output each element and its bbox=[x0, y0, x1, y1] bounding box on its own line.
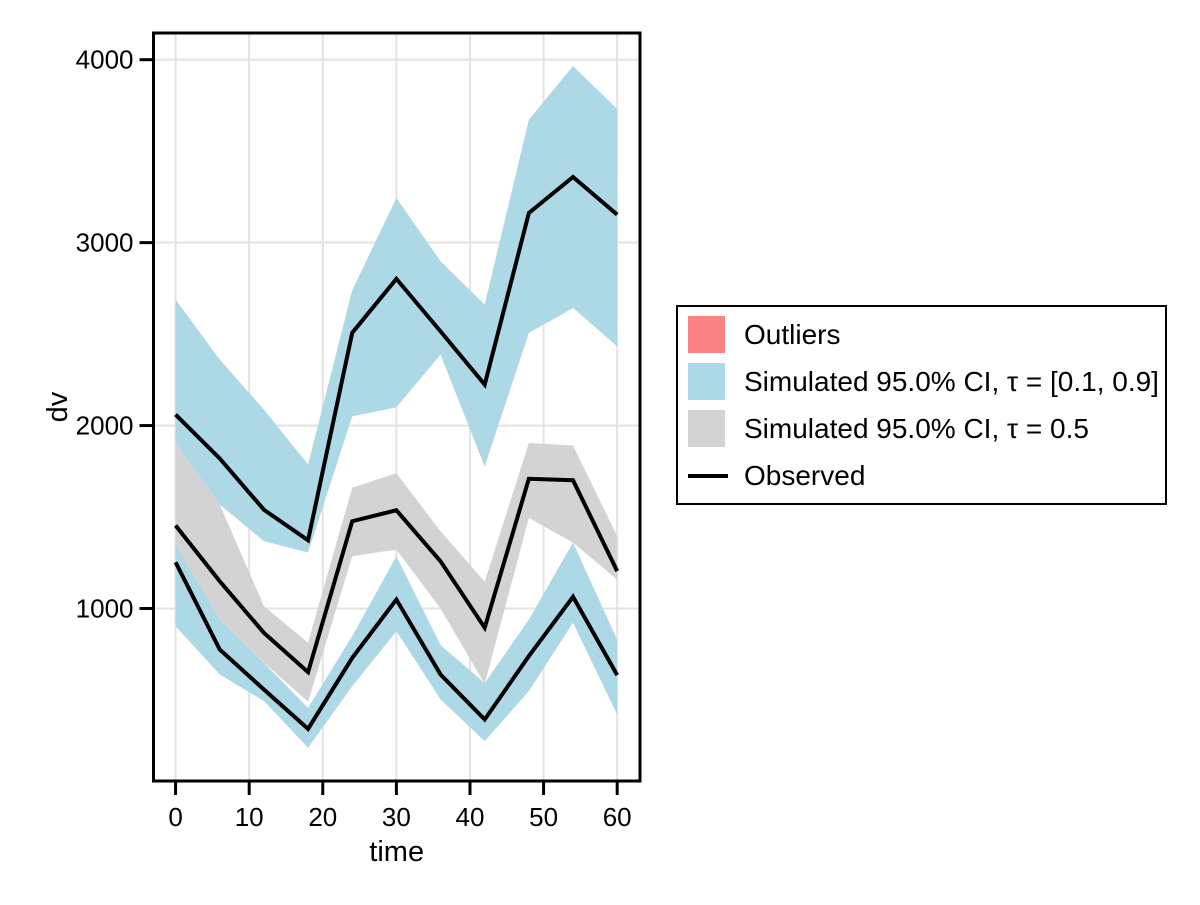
x-tick-label: 10 bbox=[235, 802, 264, 832]
swatch-area bbox=[688, 316, 728, 353]
x-axis-title: time bbox=[369, 836, 424, 868]
legend-label-outliers: Outliers bbox=[744, 318, 841, 350]
x-tick-label: 30 bbox=[382, 802, 411, 832]
legend-label-ci-outer: Simulated 95.0% CI, τ = [0.1, 0.9] bbox=[744, 365, 1159, 397]
ci-band bbox=[175, 542, 618, 748]
ci-band bbox=[175, 66, 618, 553]
legend-item-observed: Observed bbox=[688, 454, 1165, 498]
ci-band bbox=[175, 441, 618, 702]
legend-item-ci-outer: Simulated 95.0% CI, τ = [0.1, 0.9] bbox=[688, 360, 1165, 404]
x-tick-label: 50 bbox=[529, 802, 558, 832]
legend-item-ci-median: Simulated 95.0% CI, τ = 0.5 bbox=[688, 407, 1165, 451]
y-tick-label: 1000 bbox=[76, 593, 134, 623]
legend-item-outliers: Outliers bbox=[688, 313, 1165, 357]
x-tick-label: 0 bbox=[168, 802, 182, 832]
legend-label-observed: Observed bbox=[744, 459, 866, 491]
swatch-area bbox=[688, 363, 728, 400]
observed-line bbox=[174, 174, 619, 544]
y-axis-title: dv bbox=[42, 391, 74, 422]
x-tick-label: 40 bbox=[456, 802, 485, 832]
plot-frame bbox=[152, 31, 642, 783]
y-tick-label: 4000 bbox=[76, 45, 134, 75]
legend-box: Outliers Simulated 95.0% CI, τ = [0.1, 0… bbox=[676, 305, 1167, 505]
observed-line-swatch bbox=[688, 473, 728, 478]
x-tick-label: 60 bbox=[603, 802, 632, 832]
legend-label-ci-median: Simulated 95.0% CI, τ = 0.5 bbox=[744, 412, 1089, 444]
x-tick-label: 20 bbox=[308, 802, 337, 832]
observed-line bbox=[173, 561, 619, 732]
ci-median-swatch bbox=[688, 410, 725, 447]
ci-outer-swatch bbox=[688, 363, 725, 400]
observed-line bbox=[174, 476, 619, 676]
y-tick-label: 2000 bbox=[76, 411, 134, 441]
outliers-swatch bbox=[688, 316, 725, 353]
swatch-area bbox=[688, 473, 728, 478]
swatch-area bbox=[688, 410, 728, 447]
y-tick-label: 3000 bbox=[76, 228, 134, 258]
